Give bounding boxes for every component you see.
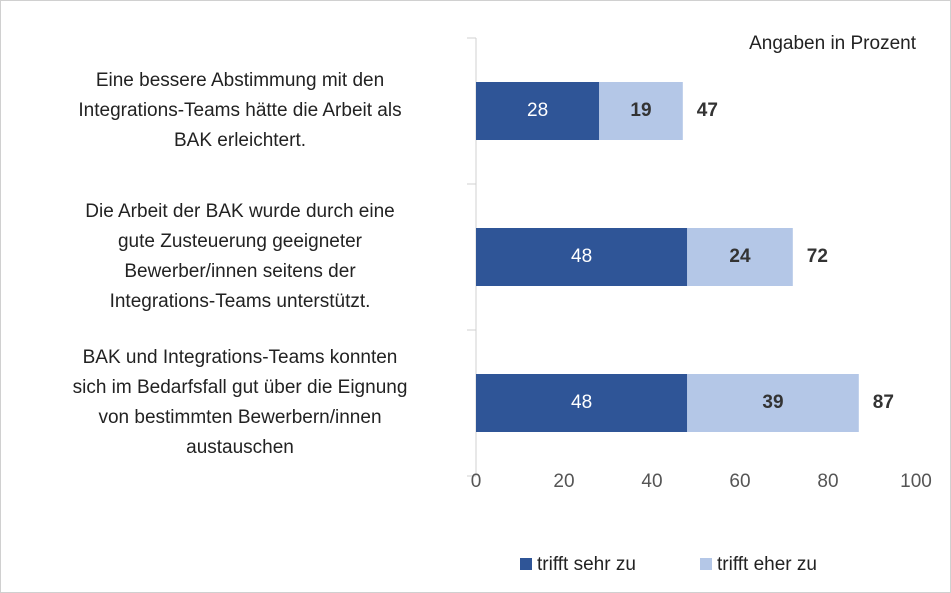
value-label: 48: [571, 246, 592, 267]
value-label: 24: [729, 246, 751, 267]
legend-swatch: [700, 558, 712, 570]
annotation: Angaben in Prozent: [749, 33, 917, 54]
category-label: gute Zusteuerung geeigneter: [118, 231, 363, 252]
x-tick-label: 0: [471, 471, 482, 492]
x-tick-label: 20: [553, 471, 574, 492]
value-label: 48: [571, 392, 592, 413]
category-label: Bewerber/innen seitens der: [124, 261, 356, 282]
bar-segment: [476, 228, 688, 286]
category-label: Die Arbeit der BAK wurde durch eine: [85, 201, 394, 222]
legend-label: trifft sehr zu: [537, 554, 636, 575]
bar-segment: [687, 374, 859, 432]
category-label: BAK und Integrations-Teams konnten: [83, 347, 398, 368]
bar-segment: [687, 228, 793, 286]
category-label: sich im Bedarfsfall gut über die Eignung: [73, 377, 408, 398]
x-tick-label: 80: [817, 471, 838, 492]
legend-label: trifft eher zu: [717, 554, 817, 575]
total-label: 47: [697, 100, 718, 121]
value-label: 39: [762, 392, 783, 413]
category-label: Integrations-Teams hätte die Arbeit als: [78, 100, 401, 121]
category-label: von bestimmten Bewerbern/innen: [98, 407, 381, 428]
x-tick-label: 100: [900, 471, 932, 492]
category-label: Eine bessere Abstimmung mit den: [96, 70, 384, 91]
x-tick-label: 60: [729, 471, 750, 492]
x-tick-label: 40: [641, 471, 662, 492]
bar-segment: [476, 82, 600, 140]
category-label: BAK erleichtert.: [174, 130, 306, 151]
total-label: 72: [807, 246, 828, 267]
category-label: Integrations-Teams unterstützt.: [110, 291, 371, 312]
bar-segment: [476, 374, 688, 432]
legend-swatch: [520, 558, 532, 570]
total-label: 87: [873, 392, 894, 413]
value-label: 28: [527, 100, 548, 121]
category-label: austauschen: [186, 437, 294, 458]
bar-segment: [599, 82, 683, 140]
value-label: 19: [630, 100, 651, 121]
